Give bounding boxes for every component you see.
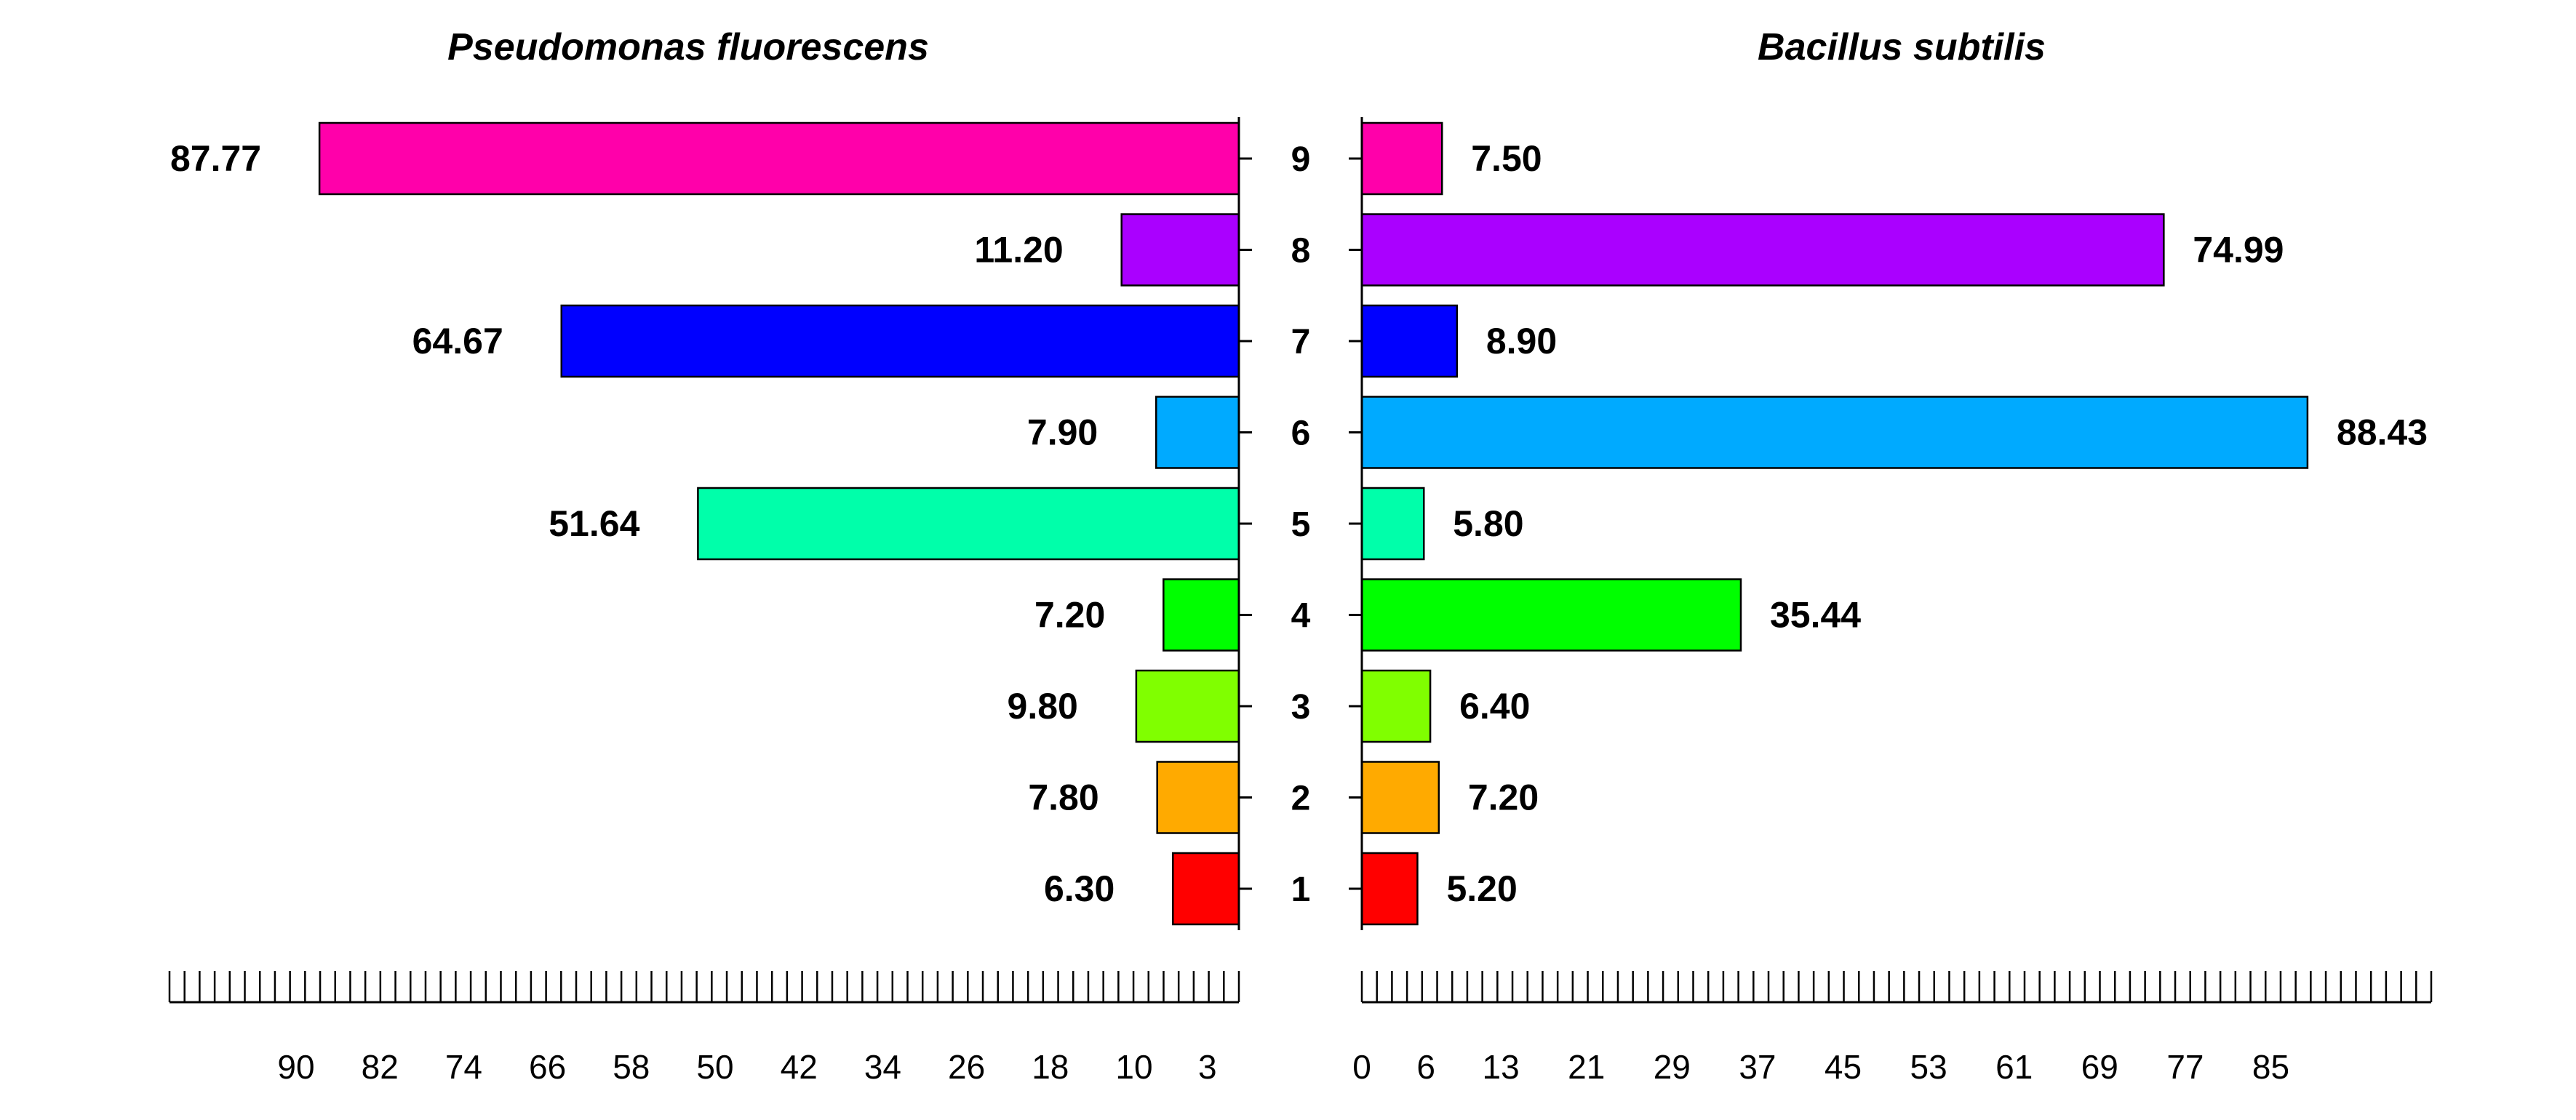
right-axis-tick-label: 85 [2252, 1048, 2289, 1086]
left-bar-2 [1156, 761, 1240, 834]
category-labels-group: 1 2 3 4 5 6 7 8 9 [1291, 140, 1311, 909]
left-bar-3 [1135, 669, 1240, 743]
left-axis-tick-label: 66 [529, 1048, 566, 1086]
right-value-label-7: 8.90 [1486, 321, 1557, 361]
right-axis-tick-label: 61 [1995, 1048, 2033, 1086]
right-axis-tick-label: 77 [2166, 1048, 2204, 1086]
right-value-label-6: 88.43 [2337, 412, 2428, 453]
left-axis-tick-label: 90 [277, 1048, 314, 1086]
right-value-label-8: 74.99 [2193, 230, 2284, 271]
category-label-2: 2 [1291, 780, 1311, 818]
right-value-label-9: 7.50 [1471, 138, 1542, 179]
left-axis-tick-label: 82 [362, 1048, 399, 1086]
left-axis-tick-label: 10 [1115, 1048, 1152, 1086]
category-label-9: 9 [1291, 140, 1311, 179]
right-axis-tick-label: 45 [1825, 1048, 1862, 1086]
right-value-label-4: 35.44 [1770, 595, 1861, 636]
bars-group [318, 121, 2309, 926]
category-label-7: 7 [1291, 323, 1311, 361]
left-bar-1 [1172, 852, 1240, 926]
category-label-6: 6 [1291, 415, 1311, 453]
left-bar-6 [1155, 396, 1240, 469]
right-bar-1 [1360, 852, 1419, 926]
right-axis-tick-label: 0 [1352, 1048, 1371, 1086]
right-bar-8 [1360, 213, 2165, 287]
left-value-label-9: 87.77 [170, 138, 261, 179]
right-axis-tick-label: 29 [1654, 1048, 1691, 1086]
right-axis-tick-label: 13 [1483, 1048, 1520, 1086]
right-bar-3 [1360, 669, 1432, 743]
right-value-label-5: 5.80 [1453, 503, 1523, 544]
left-bar-8 [1120, 213, 1240, 287]
left-axis-tick-label: 50 [696, 1048, 733, 1086]
right-value-label-2: 7.20 [1468, 777, 1539, 818]
category-label-5: 5 [1291, 505, 1311, 544]
left-axis-tick-label: 58 [613, 1048, 650, 1086]
left-axis-tick-label: 18 [1032, 1048, 1069, 1086]
right-value-label-1: 5.20 [1446, 868, 1517, 909]
right-axis-tick-label: 69 [2081, 1048, 2118, 1086]
left-value-label-6: 7.90 [1027, 412, 1098, 453]
left-bar-9 [318, 121, 1240, 196]
left-bar-7 [560, 304, 1240, 378]
left-axis-tick-label: 3 [1198, 1048, 1217, 1086]
left-panel-title: Pseudomonas fluorescens [447, 26, 929, 68]
right-bar-4 [1360, 578, 1742, 652]
category-label-4: 4 [1291, 597, 1311, 636]
right-panel-title: Bacillus subtilis [1758, 26, 2046, 68]
category-label-1: 1 [1291, 871, 1311, 909]
axes-group: 90 82 74 66 58 50 42 34 26 18 10 3 0 6 13 21 29 37 45 53 61 6… [168, 117, 2433, 1086]
right-bar-7 [1360, 304, 1459, 378]
left-axis-tick-label: 26 [948, 1048, 985, 1086]
left-bar-4 [1163, 578, 1240, 652]
right-value-label-3: 6.40 [1459, 686, 1530, 727]
left-axis-tick-label: 42 [781, 1048, 818, 1086]
right-bar-6 [1360, 396, 2309, 469]
left-value-label-3: 9.80 [1008, 686, 1078, 727]
left-value-label-7: 64.67 [412, 321, 503, 361]
right-axis-tick-label: 6 [1416, 1048, 1435, 1086]
category-label-8: 8 [1291, 232, 1311, 271]
category-label-3: 3 [1291, 688, 1311, 727]
left-value-label-8: 11.20 [974, 230, 1063, 271]
right-bar-5 [1360, 487, 1425, 561]
left-value-label-5: 51.64 [549, 503, 639, 544]
left-value-label-2: 7.80 [1028, 777, 1098, 818]
left-axis-tick-label: 74 [445, 1048, 482, 1086]
right-axis-tick-label: 37 [1739, 1048, 1776, 1086]
left-value-label-4: 7.20 [1034, 595, 1105, 636]
value-labels-group: 6.30 5.20 7.80 7.20 9.80 6.40 7.20 35.44 51.64 5.… [170, 138, 2428, 909]
right-axis-tick-label: 53 [1910, 1048, 1947, 1086]
left-bar-5 [697, 487, 1240, 561]
right-bar-2 [1360, 761, 1440, 834]
left-axis-tick-label: 34 [864, 1048, 901, 1086]
right-axis-tick-label: 21 [1568, 1048, 1605, 1086]
right-bar-9 [1360, 121, 1443, 196]
left-value-label-1: 6.30 [1044, 868, 1114, 909]
